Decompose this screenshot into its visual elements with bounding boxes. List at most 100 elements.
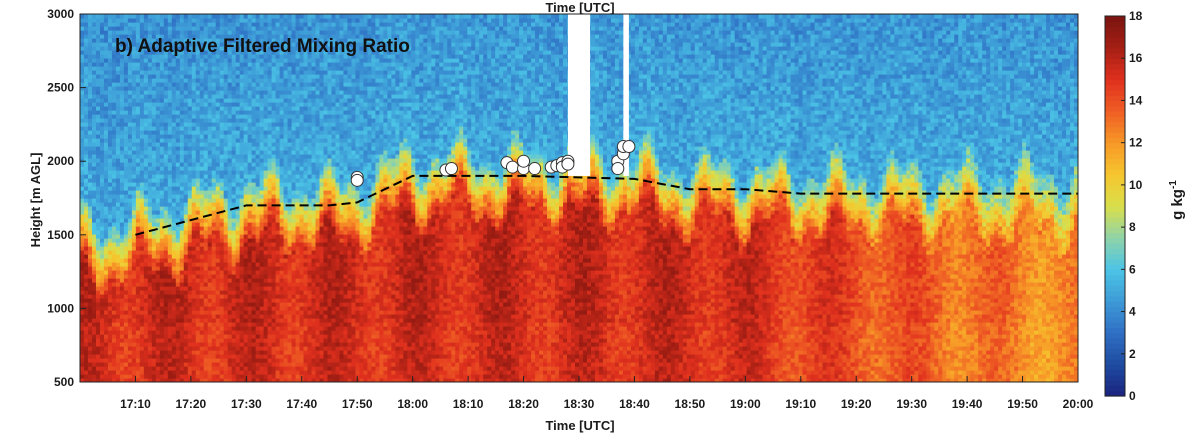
colorbar-swatch [1105, 100, 1125, 106]
colorbar-swatch [1105, 227, 1125, 233]
colorbar-swatch [1105, 127, 1125, 133]
y-tick-label: 2500 [47, 81, 74, 95]
colorbar-swatch [1105, 254, 1125, 260]
colorbar-tick-label: 10 [1129, 178, 1143, 192]
sounding-marker [351, 174, 363, 186]
sounding-marker [518, 155, 530, 167]
colorbar-swatch [1105, 217, 1125, 223]
colorbar-swatch [1105, 238, 1125, 244]
x-tick-label: 18:10 [453, 397, 484, 411]
x-tick-label: 19:50 [1007, 397, 1038, 411]
colorbar-swatch [1105, 58, 1125, 64]
colorbar-swatch [1105, 243, 1125, 249]
x-tick-label: 18:20 [508, 397, 539, 411]
colorbar-label-unit: g kg [1169, 189, 1186, 220]
colorbar-tick-label: 16 [1129, 51, 1143, 65]
colorbar-swatch [1105, 64, 1125, 70]
colorbar-swatch [1105, 159, 1125, 165]
colorbar-swatch [1105, 143, 1125, 149]
colorbar-swatch [1105, 312, 1125, 318]
colorbar-swatch [1105, 385, 1125, 391]
x-tick-label: 19:00 [730, 397, 761, 411]
colorbar-swatch [1105, 174, 1125, 180]
colorbar-tick-label: 6 [1129, 262, 1136, 276]
x-tick-label: 17:40 [286, 397, 317, 411]
colorbar-swatch [1105, 37, 1125, 43]
top-axis-title: Time [UTC] [545, 0, 614, 15]
colorbar-swatch [1105, 259, 1125, 265]
x-tick-label: 17:30 [231, 397, 262, 411]
colorbar-swatch [1105, 132, 1125, 138]
colorbar-swatch [1105, 380, 1125, 386]
y-tick-label: 1500 [47, 228, 74, 242]
colorbar-swatch [1105, 322, 1125, 328]
x-tick-label: 17:20 [176, 397, 207, 411]
x-tick-label: 19:30 [896, 397, 927, 411]
colorbar-swatch [1105, 153, 1125, 159]
y-tick-label: 3000 [47, 7, 74, 21]
colorbar-swatch [1105, 285, 1125, 291]
colorbar-swatch [1105, 16, 1125, 22]
colorbar-tick-label: 8 [1129, 220, 1136, 234]
colorbar-swatch [1105, 69, 1125, 75]
colorbar-swatch [1105, 74, 1125, 80]
colorbar-swatch [1105, 195, 1125, 201]
colorbar-swatch [1105, 338, 1125, 344]
x-tick-label: 18:00 [397, 397, 428, 411]
x-tick-label: 20:00 [1063, 397, 1094, 411]
x-tick-label: 18:40 [619, 397, 650, 411]
colorbar-swatch [1105, 296, 1125, 302]
colorbar-tick-label: 2 [1129, 347, 1136, 361]
colorbar-swatch [1105, 317, 1125, 323]
colorbar-swatch [1105, 32, 1125, 38]
colorbar-swatch [1105, 90, 1125, 96]
x-tick-label: 19:40 [952, 397, 983, 411]
y-tick-label: 1000 [47, 301, 74, 315]
data-gap [568, 14, 590, 176]
colorbar-swatch [1105, 201, 1125, 207]
colorbar-swatch [1105, 280, 1125, 286]
sounding-marker [529, 163, 541, 175]
y-axis-title: Height [m AGL] [28, 153, 43, 248]
colorbar-swatch [1105, 232, 1125, 238]
colorbar-swatch [1105, 106, 1125, 112]
x-tick-label: 17:50 [342, 397, 373, 411]
y-tick-label: 2000 [47, 154, 74, 168]
panel-title: b) Adaptive Filtered Mixing Ratio [115, 36, 410, 57]
colorbar-swatch [1105, 122, 1125, 128]
colorbar-swatch [1105, 375, 1125, 381]
colorbar-swatch [1105, 27, 1125, 33]
colorbar-tick-label: 14 [1129, 93, 1143, 107]
colorbar-swatch [1105, 79, 1125, 85]
colorbar-swatch [1105, 206, 1125, 212]
colorbar-swatch [1105, 190, 1125, 196]
sounding-marker [445, 163, 457, 175]
colorbar-swatch [1105, 48, 1125, 54]
sounding-marker [623, 140, 635, 152]
colorbar-swatch [1105, 275, 1125, 281]
colorbar-swatch [1105, 343, 1125, 349]
colorbar-swatch [1105, 359, 1125, 365]
colorbar-swatch [1105, 301, 1125, 307]
sounding-marker [562, 158, 574, 170]
x-tick-label: 19:10 [785, 397, 816, 411]
colorbar-tick-label: 18 [1129, 9, 1143, 23]
colorbar-swatch [1105, 85, 1125, 91]
colorbar-tick-label: 0 [1129, 389, 1136, 403]
colorbar-swatch [1105, 21, 1125, 27]
colorbar-swatch [1105, 269, 1125, 275]
y-tick-label: 500 [54, 375, 74, 389]
colorbar-swatch [1105, 169, 1125, 175]
colorbar-swatch [1105, 248, 1125, 254]
sounding-marker [506, 161, 518, 173]
x-tick-label: 19:20 [841, 397, 872, 411]
colorbar-swatch [1105, 111, 1125, 117]
colorbar [1105, 16, 1125, 397]
x-tick-label: 18:50 [675, 397, 706, 411]
colorbar-swatch [1105, 42, 1125, 48]
colorbar-swatch [1105, 290, 1125, 296]
sounding-marker [612, 163, 624, 175]
x-tick-label: 17:10 [120, 397, 151, 411]
colorbar-swatch [1105, 354, 1125, 360]
